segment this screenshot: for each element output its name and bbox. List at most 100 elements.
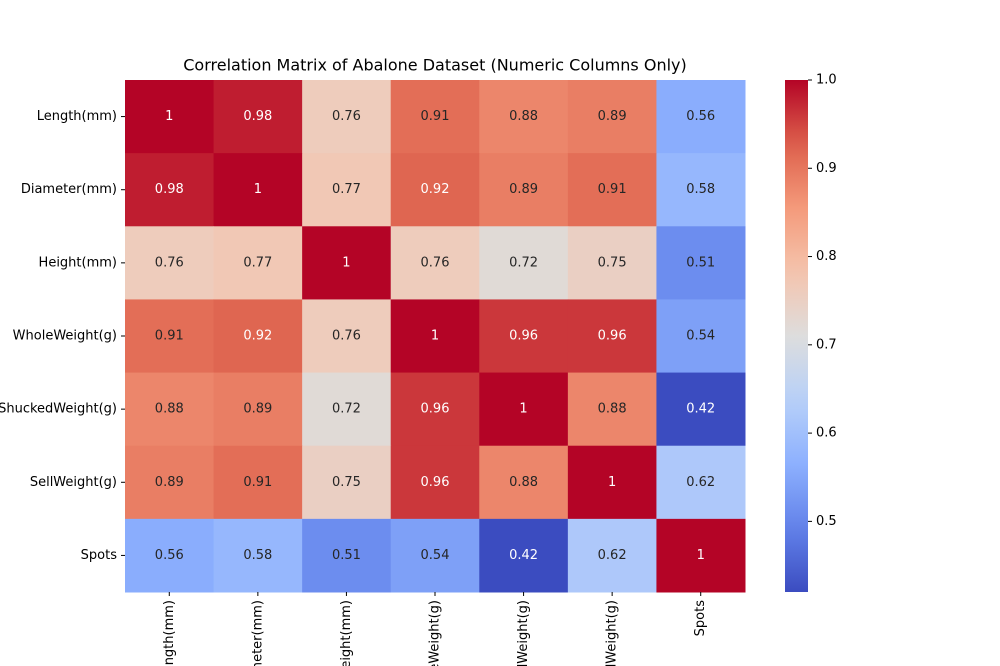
cell-label: 0.72 [332, 402, 361, 417]
x-tick-label: Diameter(mm) [250, 600, 265, 666]
heatmap-cell [479, 153, 569, 227]
heatmap-cell [479, 226, 569, 300]
y-tick-label: Height(mm) [39, 255, 117, 270]
x-tick-label: Height(mm) [339, 600, 354, 666]
cell-label: 0.89 [243, 402, 272, 417]
heatmap-cell [656, 299, 746, 374]
cell-label: 0.75 [332, 475, 361, 490]
cell-label: 0.98 [243, 109, 272, 124]
cell-label: 0.77 [243, 255, 272, 270]
cell-label: 0.77 [332, 182, 361, 197]
cell-label: 0.89 [155, 475, 184, 490]
heatmap-cell [390, 299, 480, 374]
cell-label: 0.96 [421, 475, 450, 490]
colorbar-tick-label: 0.5 [816, 514, 837, 529]
cell-label: 0.92 [243, 329, 272, 344]
x-tick-label: Spots [693, 600, 708, 637]
cell-label: 0.88 [509, 475, 538, 490]
cell-label: 1 [431, 329, 439, 344]
cell-label: 0.98 [155, 182, 184, 197]
heatmap-cell [302, 226, 392, 300]
heatmap-cell [567, 153, 657, 227]
cell-label: 0.76 [332, 329, 361, 344]
cell-label: 0.89 [598, 109, 627, 124]
cell-label: 0.56 [686, 109, 715, 124]
y-tick-label: WholeWeight(g) [13, 329, 117, 344]
cell-label: 0.96 [509, 329, 538, 344]
heatmap-cell [125, 518, 215, 593]
heatmap-cell [213, 518, 303, 593]
heatmap-cell [125, 445, 215, 520]
heatmap-cell [479, 518, 569, 593]
cell-label: 0.72 [509, 255, 538, 270]
colorbar-tick-label: 0.9 [816, 161, 837, 176]
heatmap-cell [125, 80, 215, 154]
cell-label: 0.75 [598, 255, 627, 270]
cell-label: 0.62 [686, 475, 715, 490]
cell-label: 1 [342, 255, 350, 270]
cell-label: 1 [254, 182, 262, 197]
cell-label: 0.42 [686, 402, 715, 417]
cell-label: 0.76 [155, 255, 184, 270]
y-tick-label: Spots [81, 548, 118, 563]
heatmap-cell [302, 80, 392, 154]
cell-label: 0.62 [598, 548, 627, 563]
heatmap-cell [125, 299, 215, 374]
cell-label: 0.91 [155, 329, 184, 344]
heatmap-cell [302, 518, 392, 593]
heatmap-cell [567, 299, 657, 374]
heatmap-cell [390, 518, 480, 593]
heatmap-cell [390, 226, 480, 300]
heatmap-cell [479, 80, 569, 154]
cell-label: 0.42 [509, 548, 538, 563]
cell-label: 0.91 [243, 475, 272, 490]
cell-label: 0.76 [421, 255, 450, 270]
heatmap-cell [567, 372, 657, 447]
heatmap-cell [656, 226, 746, 300]
colorbar [785, 80, 808, 592]
colorbar-tick-label: 1.0 [816, 73, 837, 88]
cell-label: 0.56 [155, 548, 184, 563]
heatmap-cell [479, 445, 569, 520]
heatmap-cell [213, 80, 303, 154]
heatmap-cell [302, 372, 392, 447]
cell-label: 0.88 [598, 402, 627, 417]
heatmap-cell [567, 518, 657, 593]
cell-label: 0.96 [421, 402, 450, 417]
heatmap-cell [213, 445, 303, 520]
cell-label: 0.92 [421, 182, 450, 197]
heatmap-cell [125, 226, 215, 300]
heatmap-cell [479, 299, 569, 374]
chart-title: Correlation Matrix of Abalone Dataset (N… [183, 56, 687, 75]
cell-label: 1 [519, 402, 527, 417]
cell-label: 0.51 [332, 548, 361, 563]
cell-label: 0.96 [598, 329, 627, 344]
heatmap-cell [213, 226, 303, 300]
cell-label: 1 [697, 548, 705, 563]
colorbar-tick-label: 0.8 [816, 249, 837, 264]
y-tick-label: Length(mm) [37, 109, 117, 124]
heatmap-cell [302, 445, 392, 520]
x-tick-label: ShuckedWeight(g) [516, 600, 531, 666]
heatmap-cell [567, 80, 657, 154]
heatmap-cell [213, 153, 303, 227]
colorbar-tick-label: 0.6 [816, 426, 837, 441]
heatmap-cell [302, 153, 392, 227]
cell-label: 0.54 [421, 548, 450, 563]
heatmap-cell [479, 372, 569, 447]
cell-label: 0.76 [332, 109, 361, 124]
heatmap-cell [125, 372, 215, 447]
heatmap-cell [656, 80, 746, 154]
heatmap-cell [390, 80, 480, 154]
cell-label: 0.91 [598, 182, 627, 197]
heatmap-cell [567, 445, 657, 520]
heatmap-cell [213, 372, 303, 447]
cell-label: 0.58 [243, 548, 272, 563]
cell-label: 0.58 [686, 182, 715, 197]
x-tick-label: WholeWeight(g) [428, 600, 443, 666]
heatmap-cell [390, 153, 480, 227]
heatmap-cell [656, 518, 746, 593]
cell-label: 0.88 [509, 109, 538, 124]
